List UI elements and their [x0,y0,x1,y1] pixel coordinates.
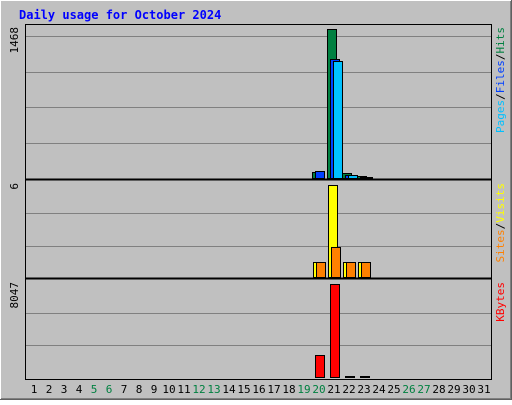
x-tick-label-6: 6 [106,383,113,396]
x-tick-label-18: 18 [282,383,295,396]
panel-legend: KBytes [494,282,507,322]
x-tick-label-28: 28 [432,383,445,396]
bar-kbytes-day-20 [315,355,325,378]
bar-pages-day-22 [348,175,358,179]
bar-kbytes-day-21 [330,284,340,378]
x-tick-label-30: 30 [462,383,475,396]
bar-sites-day-22 [346,262,356,278]
bar-pages-day-21 [333,61,343,179]
panel-legend: Sites/Visits [494,183,507,263]
legend-item-pages: Pages [494,100,507,133]
x-tick-label-8: 8 [136,383,143,396]
panel-background [26,181,491,278]
x-tick-label-12: 12 [192,383,205,396]
x-tick-label-29: 29 [447,383,460,396]
x-tick-label-16: 16 [252,383,265,396]
panel-sites_visits: 6 Sites/Visits [8,178,507,278]
x-tick-label-2: 2 [46,383,53,396]
legend-item-files: Files [494,60,507,93]
bar-files-day-20 [315,171,325,179]
x-tick-label-31: 31 [477,383,490,396]
x-tick-label-10: 10 [162,383,175,396]
legend-item-hits: Hits [494,27,507,54]
x-tick-label-24: 24 [372,383,386,396]
bar-sites-day-20 [316,262,326,278]
x-tick-label-15: 15 [237,383,250,396]
x-tick-label-26: 26 [402,383,415,396]
bar-kbytes-day-22 [345,376,355,378]
legend-separator: / [494,223,507,230]
legend-separator: / [494,54,507,61]
x-tick-label-20: 20 [312,383,325,396]
y-max-label: 8047 [8,282,21,309]
x-tick-label-13: 13 [207,383,220,396]
legend-item-sites: Sites [494,229,507,262]
x-axis: 1 2 3 4 5 6 7 8 9 10 11 12 13 14 15 16 17 18 19 20 21 22 23 24 2… [31,383,491,396]
x-tick-label-9: 9 [151,383,158,396]
x-tick-label-7: 7 [121,383,128,396]
x-tick-label-21: 21 [327,383,340,396]
x-tick-label-22: 22 [342,383,355,396]
chart-title: Daily usage for October 2024 [19,8,221,22]
x-tick-label-1: 1 [31,383,38,396]
x-tick-label-14: 14 [222,383,236,396]
x-tick-label-25: 25 [387,383,400,396]
y-max-label: 1468 [8,27,21,54]
panel-background [26,25,491,179]
plot-frame [25,24,492,380]
legend-separator: / [494,93,507,100]
legend-item-kbytes: KBytes [494,282,507,322]
panel-background [26,280,491,378]
legend-item-visits: Visits [494,183,507,223]
y-max-label: 6 [8,183,21,190]
bar-kbytes-day-23 [360,376,370,378]
x-tick-label-19: 19 [297,383,310,396]
x-tick-label-3: 3 [61,383,68,396]
x-tick-label-27: 27 [417,383,430,396]
x-tick-label-23: 23 [357,383,370,396]
x-tick-label-5: 5 [91,383,98,396]
panel-kbytes: 8047 KBytes [8,277,507,378]
bar-sites-day-21 [331,247,341,278]
x-tick-label-11: 11 [177,383,190,396]
x-tick-label-4: 4 [76,383,83,396]
panel-legend: Pages/Files/Hits [494,27,507,133]
x-tick-label-17: 17 [267,383,280,396]
bar-pages-day-23 [363,177,373,179]
bar-sites-day-23 [361,262,371,278]
